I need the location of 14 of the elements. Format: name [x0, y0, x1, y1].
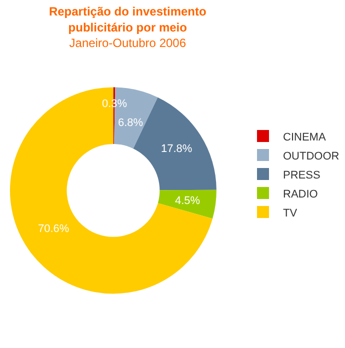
legend-label: PRESS — [283, 169, 320, 182]
chart-title: Repartição do investimento publicitário por meio — [48, 4, 206, 34]
data-label: 70.6% — [38, 223, 70, 235]
legend-label: TV — [283, 207, 298, 220]
legend-label: OUTDOOR — [283, 150, 340, 162]
chart-subtitle: Janeiro-Outubro 2006 — [69, 36, 186, 50]
legend-label: CINEMA — [283, 131, 326, 144]
data-label: 6.8% — [118, 117, 144, 129]
donut-slice — [158, 190, 216, 219]
donut-slice — [10, 87, 213, 294]
legend-label: RADIO — [283, 188, 318, 200]
data-label: 0.3% — [102, 98, 128, 110]
data-label: 4.5% — [175, 195, 200, 207]
data-label: 17.8% — [161, 143, 192, 155]
